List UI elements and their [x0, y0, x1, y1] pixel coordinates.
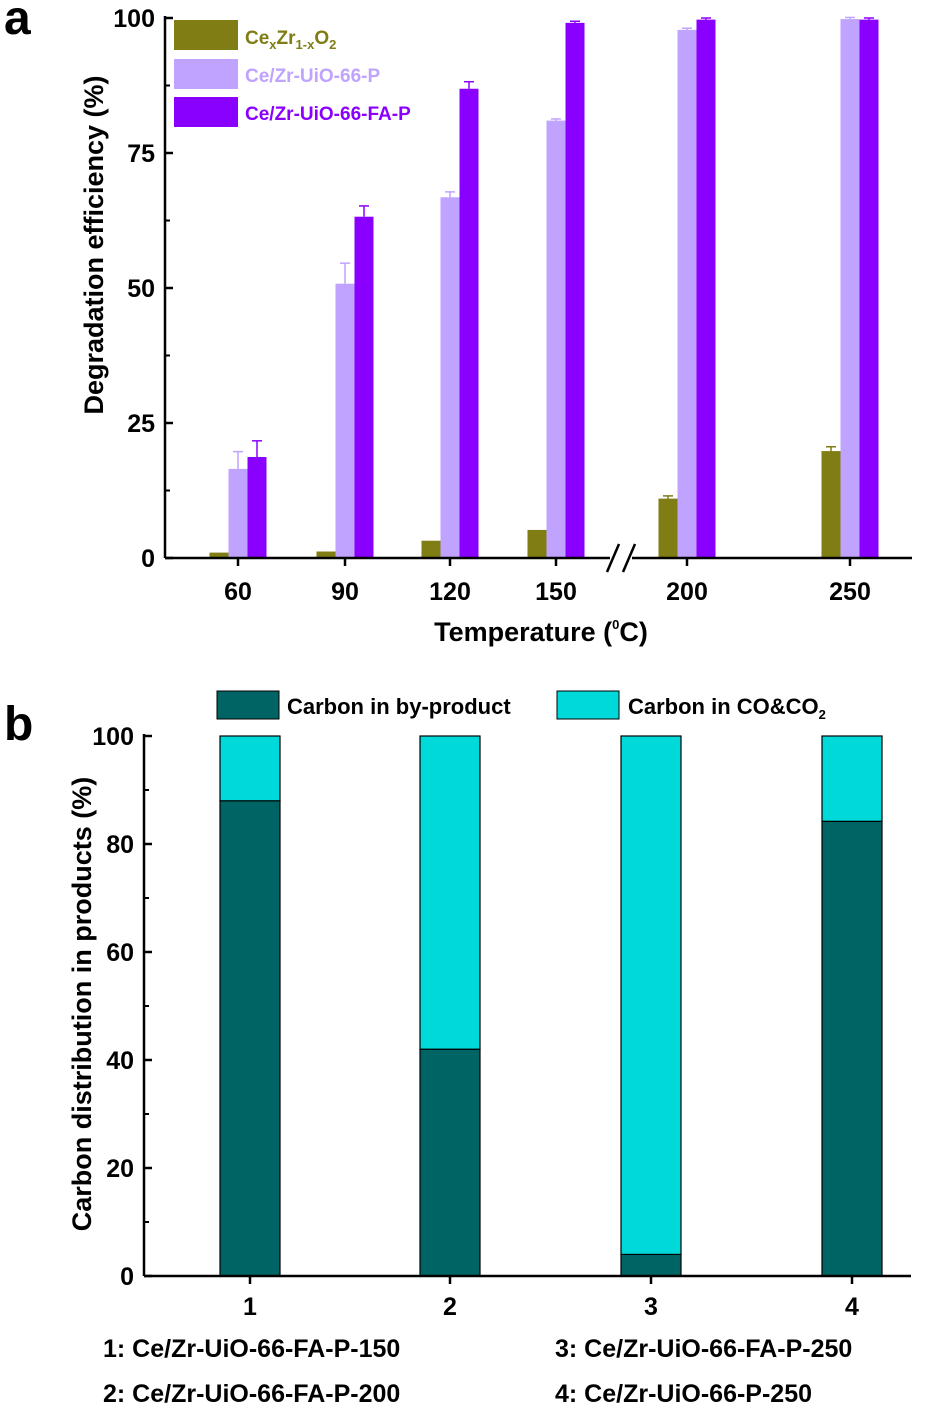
panel-a-axis-break [605, 543, 637, 573]
x-tick-label-a-200: 200 [666, 578, 708, 606]
bar-a-s0-c5 [821, 451, 841, 558]
bar-b-s0-c3 [821, 820, 883, 1277]
panel-b-bars [219, 735, 883, 1277]
panel-b-x-ticks: 1 2 3 4 [243, 1276, 859, 1321]
x-tick-label-b-1: 1 [243, 1293, 257, 1321]
legend-label-uio-p: Ce/Zr-UiO-66-P [245, 66, 380, 87]
legend-swatch-byproduct [216, 690, 280, 720]
x-tick-label-b-3: 3 [644, 1293, 658, 1321]
bar-a-s0-c1 [316, 551, 336, 558]
bar-b-s1-c0 [219, 735, 281, 802]
bar-a-s0-c4 [658, 498, 678, 558]
legend-swatch-uio-p [174, 59, 238, 89]
legend-label-byproduct: Carbon in by-product [287, 694, 511, 719]
y-tick-label-a-75: 75 [127, 140, 155, 168]
x-tick-label-b-4: 4 [845, 1293, 859, 1321]
caption-1: 1: Ce/Zr-UiO-66-FA-P-150 [103, 1335, 400, 1363]
y-tick-label-b-100: 100 [92, 723, 134, 751]
legend-swatch-cexzr [174, 20, 238, 50]
bar-a-s0-c2 [421, 540, 441, 558]
bar-a-s1-c4 [677, 29, 697, 558]
bar-a-s2-c4 [696, 19, 716, 559]
panel-b-chart: b 0 20 40 60 80 100 1 2 3 4 Carbon distribution … [4, 690, 911, 1408]
legend-label-uio-fa-p: Ce/Zr-UiO-66-FA-P [245, 104, 411, 125]
bar-a-s1-c2 [440, 197, 460, 558]
panel-b-legend: Carbon in by-product Carbon in CO&CO2 [216, 690, 826, 722]
bar-a-s0-c3 [527, 529, 547, 558]
bar-a-s2-c1 [354, 216, 374, 558]
panel-a-axes [163, 16, 912, 560]
caption-4: 4: Ce/Zr-UiO-66-P-250 [555, 1380, 812, 1408]
x-tick-label-a-90: 90 [331, 578, 359, 606]
legend-swatch-uio-fa-p [174, 97, 238, 127]
panel-a-letter: a [4, 0, 31, 45]
x-tick-label-a-150: 150 [535, 578, 577, 606]
panel-b-captions: 1: Ce/Zr-UiO-66-FA-P-150 3: Ce/Zr-UiO-66… [103, 1335, 852, 1408]
panel-a-chart: a 0 25 50 75 100 60 90 120 150 200 250 Degradatio… [4, 0, 912, 647]
bar-b-s1-c1 [419, 735, 481, 1050]
bar-a-s1-c1 [335, 283, 355, 558]
caption-2: 2: Ce/Zr-UiO-66-FA-P-200 [103, 1380, 400, 1408]
legend-label-co-co2: Carbon in CO&CO2 [628, 694, 826, 722]
axis-break-slash-right [621, 543, 637, 573]
legend-swatch-co-co2 [556, 690, 620, 720]
bar-b-s1-c3 [821, 735, 883, 822]
y-tick-label-b-0: 0 [120, 1263, 134, 1291]
x-tick-label-a-250: 250 [829, 578, 871, 606]
y-tick-label-b-80: 80 [106, 831, 134, 859]
panel-a-legend: CexZr1-xO2 Ce/Zr-UiO-66-P Ce/Zr-UiO-66-F… [174, 20, 411, 127]
bar-a-s2-c5 [859, 19, 879, 559]
bar-a-s2-c2 [459, 88, 479, 559]
y-tick-label-a-50: 50 [127, 275, 155, 303]
panel-a-x-ticks: 60 90 120 150 200 250 [224, 558, 871, 606]
bar-b-s1-c2 [620, 735, 682, 1256]
bar-b-s0-c0 [219, 800, 281, 1277]
bar-a-s1-c5 [840, 19, 860, 558]
bar-a-s0-c0 [209, 552, 229, 558]
y-tick-label-a-100: 100 [113, 5, 155, 33]
panel-b-letter: b [4, 698, 33, 751]
bar-a-s1-c0 [228, 468, 248, 558]
y-tick-label-b-20: 20 [106, 1155, 134, 1183]
caption-3: 3: Ce/Zr-UiO-66-FA-P-250 [555, 1335, 852, 1363]
legend-label-cexzr: CexZr1-xO2 [245, 28, 336, 52]
panel-a-x-axis-title: Temperature (0C) [434, 617, 648, 647]
panel-a-y-axis-title: Degradation efficiency (%) [79, 75, 109, 414]
axis-break-slash-left [605, 543, 621, 573]
panel-b-y-ticks: 0 20 40 60 80 100 [92, 723, 152, 1291]
y-tick-label-b-40: 40 [106, 1047, 134, 1075]
bar-a-s1-c3 [546, 120, 566, 558]
bar-a-s2-c3 [565, 22, 585, 559]
bar-a-s2-c0 [247, 457, 267, 558]
y-tick-label-a-25: 25 [127, 410, 155, 438]
x-tick-label-a-60: 60 [224, 578, 252, 606]
panel-a-bars [209, 16, 879, 559]
x-tick-label-a-120: 120 [429, 578, 471, 606]
x-tick-label-b-2: 2 [443, 1293, 457, 1321]
y-tick-label-b-60: 60 [106, 939, 134, 967]
panel-b-y-axis-title: Carbon distribution in products (%) [67, 777, 97, 1231]
panel-a-y-ticks: 0 25 50 75 100 [113, 5, 173, 573]
y-tick-label-a-0: 0 [141, 545, 155, 573]
bar-b-s0-c2 [620, 1253, 682, 1277]
bar-b-s0-c1 [419, 1048, 481, 1277]
